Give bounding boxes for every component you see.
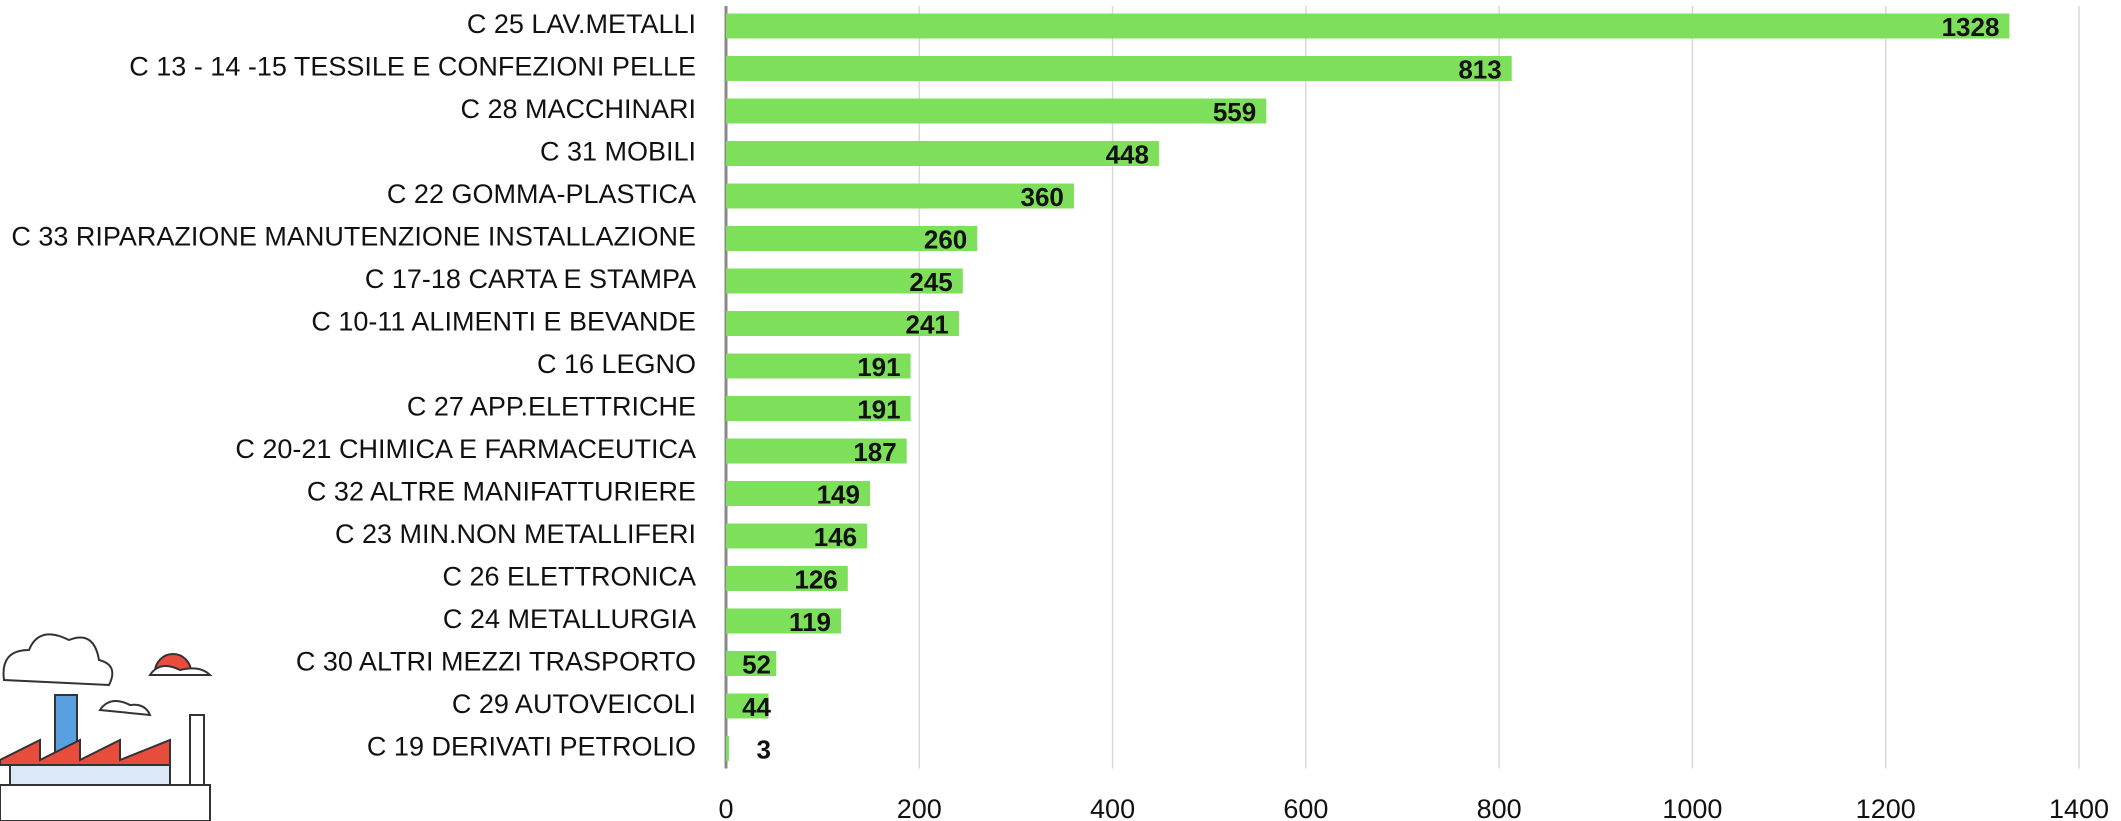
y-tick-label: C 23 MIN.NON METALLIFERI bbox=[335, 519, 696, 549]
value-label: 52 bbox=[742, 649, 771, 679]
value-label: 119 bbox=[789, 607, 831, 637]
value-label: 245 bbox=[909, 267, 952, 297]
bar bbox=[726, 56, 1512, 81]
y-tick-label: C 20-21 CHIMICA E FARMACEUTICA bbox=[235, 434, 696, 464]
y-tick-label: C 27 APP.ELETTRICHE bbox=[407, 392, 696, 422]
bar bbox=[726, 736, 729, 761]
x-tick-label: 1000 bbox=[1662, 794, 1722, 821]
x-tick-label: 1400 bbox=[2049, 794, 2109, 821]
bar bbox=[726, 396, 911, 421]
value-label: 813 bbox=[1458, 54, 1501, 84]
bar bbox=[726, 141, 1159, 166]
bar bbox=[726, 438, 907, 464]
y-tick-label: C 13 - 14 -15 TESSILE E CONFEZIONI PELLE bbox=[129, 52, 696, 82]
value-label: 241 bbox=[906, 309, 949, 339]
y-tick-label: C 19 DERIVATI PETROLIO bbox=[367, 732, 696, 762]
value-label: 191 bbox=[857, 394, 900, 424]
value-label: 146 bbox=[814, 522, 857, 552]
bar bbox=[726, 98, 1267, 124]
y-tick-label: C 31 MOBILI bbox=[540, 137, 696, 167]
value-label: 187 bbox=[853, 437, 896, 467]
value-label: 126 bbox=[794, 564, 837, 594]
bar bbox=[726, 13, 2010, 39]
x-tick-label: 200 bbox=[897, 794, 942, 821]
value-label: 44 bbox=[742, 692, 771, 722]
value-label: 559 bbox=[1213, 97, 1256, 127]
x-tick-label: 800 bbox=[1477, 794, 1522, 821]
y-tick-label: C 28 MACCHINARI bbox=[460, 94, 696, 124]
y-tick-label: C 33 RIPARAZIONE MANUTENZIONE INSTALLAZI… bbox=[11, 222, 696, 252]
bar bbox=[726, 481, 870, 506]
x-tick-label: 600 bbox=[1283, 794, 1328, 821]
factory-illustration bbox=[0, 633, 213, 821]
y-tick-label: C 17-18 CARTA E STAMPA bbox=[365, 264, 696, 294]
y-tick-label: C 16 LEGNO bbox=[537, 349, 696, 379]
y-tick-label: C 30 ALTRI MEZZI TRASPORTO bbox=[296, 647, 696, 677]
value-label: 260 bbox=[924, 224, 967, 254]
x-tick-label: 0 bbox=[718, 794, 733, 821]
value-label: 149 bbox=[817, 479, 860, 509]
bar bbox=[726, 693, 769, 719]
value-label: 3 bbox=[757, 734, 771, 764]
y-tick-label: C 24 METALLURGIA bbox=[443, 604, 696, 634]
bar bbox=[726, 608, 842, 634]
y-tick-label: C 10-11 ALIMENTI E BEVANDE bbox=[311, 307, 696, 337]
bar bbox=[726, 226, 978, 251]
bar bbox=[726, 566, 848, 591]
x-tick-label: 1200 bbox=[1856, 794, 1916, 821]
y-tick-label: C 25 LAV.METALLI bbox=[467, 9, 696, 39]
bar bbox=[726, 523, 868, 549]
bar bbox=[726, 353, 911, 379]
y-tick-label: C 32 ALTRE MANIFATTURIERE bbox=[307, 477, 696, 507]
value-label: 360 bbox=[1021, 182, 1064, 212]
y-tick-label: C 29 AUTOVEICOLI bbox=[452, 689, 696, 719]
value-label: 191 bbox=[857, 352, 900, 382]
value-label: 448 bbox=[1106, 139, 1149, 169]
y-tick-label: C 22 GOMMA-PLASTICA bbox=[387, 179, 696, 209]
value-label: 1328 bbox=[1942, 12, 2000, 42]
bar bbox=[726, 651, 777, 676]
bar bbox=[726, 311, 959, 336]
y-tick-label: C 26 ELETTRONICA bbox=[442, 562, 696, 592]
x-tick-label: 400 bbox=[1090, 794, 1135, 821]
bar bbox=[726, 183, 1074, 209]
bar bbox=[726, 268, 963, 294]
